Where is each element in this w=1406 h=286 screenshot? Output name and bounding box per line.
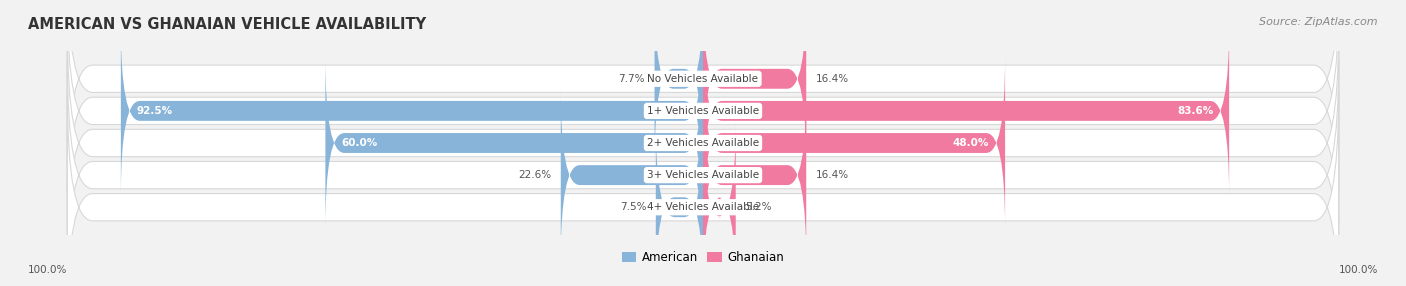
Text: AMERICAN VS GHANAIAN VEHICLE AVAILABILITY: AMERICAN VS GHANAIAN VEHICLE AVAILABILIT… (28, 17, 426, 32)
Text: 100.0%: 100.0% (1339, 265, 1378, 275)
Text: 7.7%: 7.7% (619, 74, 645, 84)
Text: Source: ZipAtlas.com: Source: ZipAtlas.com (1260, 17, 1378, 27)
Text: 3+ Vehicles Available: 3+ Vehicles Available (647, 170, 759, 180)
Text: 4+ Vehicles Available: 4+ Vehicles Available (647, 202, 759, 212)
Text: 16.4%: 16.4% (815, 170, 849, 180)
Text: 100.0%: 100.0% (28, 265, 67, 275)
FancyBboxPatch shape (655, 121, 703, 286)
FancyBboxPatch shape (703, 57, 1005, 229)
FancyBboxPatch shape (703, 89, 806, 261)
Text: 92.5%: 92.5% (136, 106, 173, 116)
FancyBboxPatch shape (561, 89, 703, 261)
Text: 2+ Vehicles Available: 2+ Vehicles Available (647, 138, 759, 148)
Text: No Vehicles Available: No Vehicles Available (648, 74, 758, 84)
Text: 48.0%: 48.0% (953, 138, 990, 148)
FancyBboxPatch shape (703, 121, 735, 286)
FancyBboxPatch shape (325, 57, 703, 229)
Text: 60.0%: 60.0% (342, 138, 377, 148)
FancyBboxPatch shape (655, 0, 703, 165)
FancyBboxPatch shape (67, 92, 1339, 286)
FancyBboxPatch shape (703, 0, 806, 165)
FancyBboxPatch shape (121, 25, 703, 197)
FancyBboxPatch shape (703, 25, 1229, 197)
Legend: American, Ghanaian: American, Ghanaian (617, 247, 789, 269)
FancyBboxPatch shape (67, 60, 1339, 286)
Text: 83.6%: 83.6% (1177, 106, 1213, 116)
Text: 22.6%: 22.6% (519, 170, 551, 180)
FancyBboxPatch shape (67, 0, 1339, 226)
Text: 5.2%: 5.2% (745, 202, 772, 212)
Text: 7.5%: 7.5% (620, 202, 647, 212)
FancyBboxPatch shape (67, 0, 1339, 194)
Text: 1+ Vehicles Available: 1+ Vehicles Available (647, 106, 759, 116)
Text: 16.4%: 16.4% (815, 74, 849, 84)
FancyBboxPatch shape (67, 28, 1339, 258)
